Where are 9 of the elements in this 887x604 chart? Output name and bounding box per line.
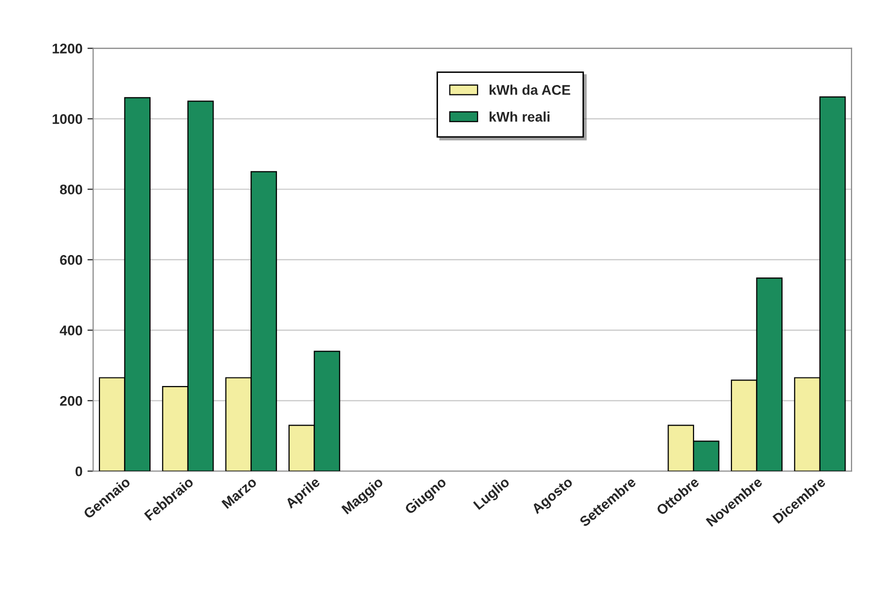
- y-tick-label: 1000: [52, 114, 82, 124]
- y-tick-label: 0: [76, 466, 82, 476]
- y-tick-label: 1200: [52, 44, 82, 54]
- y-tick-label: 800: [60, 184, 82, 194]
- y-tick-label: 200: [60, 396, 82, 406]
- y-tick-label: 600: [60, 255, 82, 265]
- legend-label: kWh reali: [490, 112, 550, 122]
- y-tick-label: 400: [60, 326, 82, 336]
- legend-label: kWh da ACE: [490, 84, 570, 95]
